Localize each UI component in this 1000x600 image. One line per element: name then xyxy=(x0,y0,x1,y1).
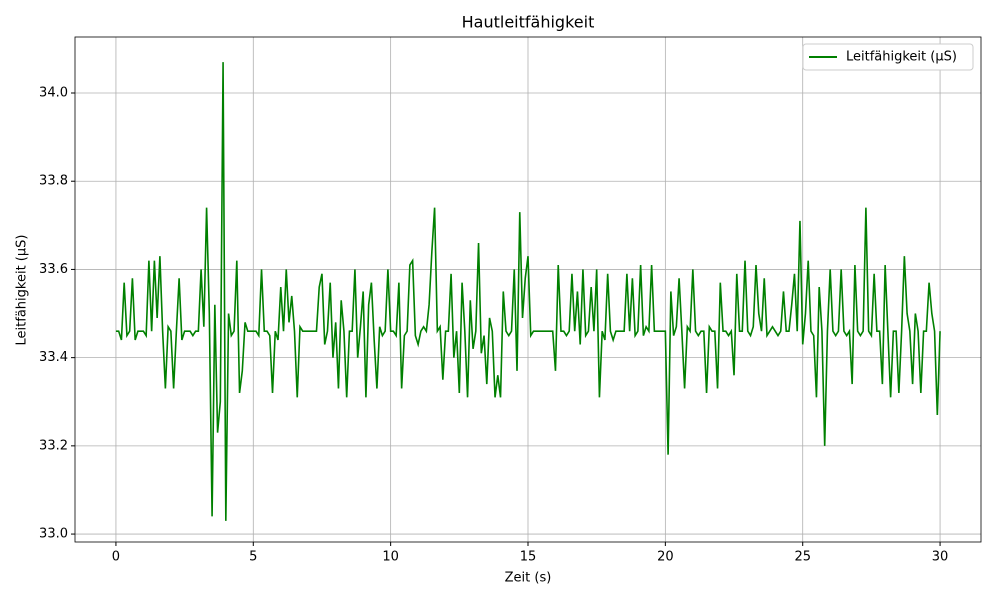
x-tick-label: 10 xyxy=(382,550,399,565)
x-tick-label: 5 xyxy=(249,550,257,565)
x-axis-label: Zeit (s) xyxy=(505,571,552,586)
x-tick-label: 30 xyxy=(932,550,949,565)
y-tick-label: 34.0 xyxy=(39,86,68,101)
x-tick-label: 25 xyxy=(794,550,811,565)
data-line xyxy=(115,62,941,521)
y-tick-label: 33.8 xyxy=(39,174,68,189)
legend: Leitfähigkeit (µS) xyxy=(802,43,974,71)
y-tick-label: 33.6 xyxy=(39,262,68,277)
x-tick-label: 15 xyxy=(520,550,537,565)
x-tick-label: 0 xyxy=(112,550,120,565)
legend-label: Leitfähigkeit (µS) xyxy=(846,50,957,65)
y-tick-label: 33.2 xyxy=(39,438,68,453)
chart-title: Hautleitfähigkeit xyxy=(462,13,595,32)
y-tick-label: 33.4 xyxy=(39,350,68,365)
y-axis-label: Leitfähigkeit (µS) xyxy=(15,235,30,346)
plot-frame xyxy=(74,36,982,543)
y-tick-label: 33.0 xyxy=(39,527,68,542)
x-tick-label: 20 xyxy=(657,550,674,565)
legend-box xyxy=(802,43,974,71)
